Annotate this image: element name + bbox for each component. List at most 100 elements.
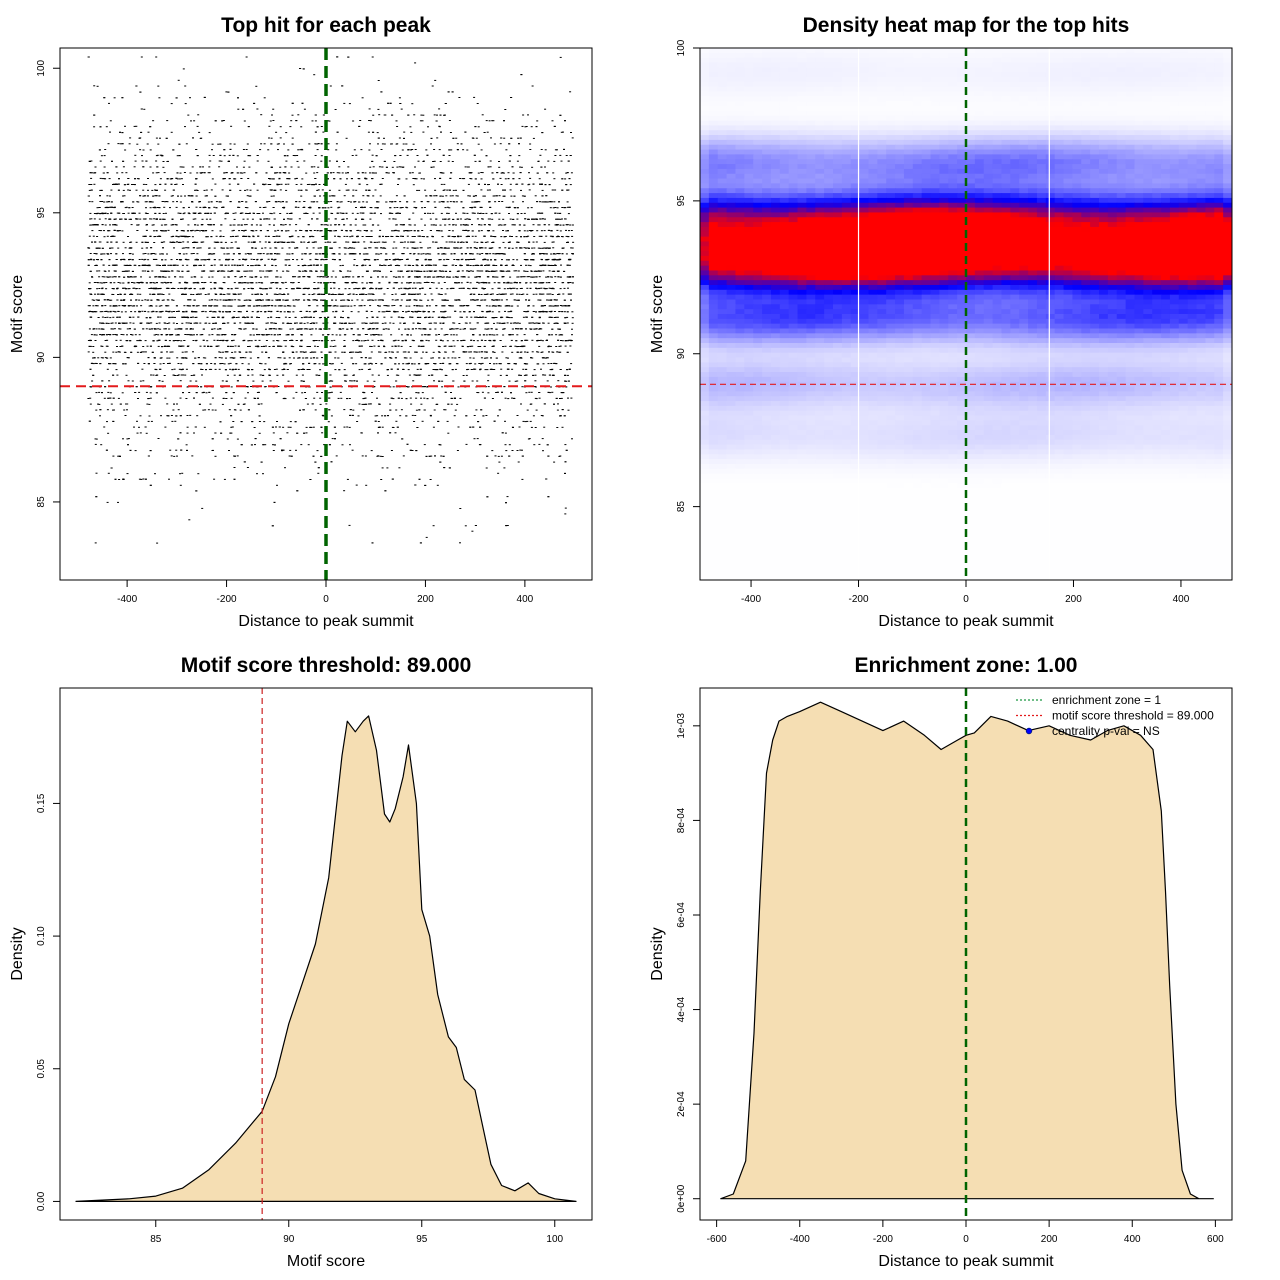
data-point (335, 455, 338, 457)
data-point (517, 461, 520, 463)
data-point (342, 328, 345, 330)
data-point (207, 201, 210, 203)
data-point (397, 230, 400, 232)
data-point (195, 380, 198, 382)
data-point (189, 380, 192, 382)
data-point (200, 276, 203, 278)
data-point (128, 143, 131, 145)
data-point (191, 229, 194, 231)
data-point (537, 161, 540, 162)
data-point (109, 357, 112, 359)
data-point (257, 253, 260, 255)
data-point (485, 415, 488, 416)
data-point (432, 282, 435, 284)
data-point (516, 305, 519, 307)
data-point (278, 253, 281, 255)
data-point (536, 120, 539, 122)
data-point (148, 328, 151, 330)
data-point (370, 334, 373, 336)
data-point (546, 380, 549, 382)
data-point (401, 241, 404, 243)
data-point (481, 253, 484, 254)
data-point (170, 259, 173, 261)
data-point (236, 264, 239, 266)
data-point (227, 363, 230, 365)
data-point (501, 259, 503, 261)
data-point (555, 334, 558, 336)
data-point (91, 172, 94, 174)
data-point (570, 363, 573, 365)
data-point (526, 230, 529, 232)
data-point (123, 409, 126, 411)
data-point (226, 322, 229, 324)
data-point (515, 270, 518, 272)
data-point (198, 264, 201, 266)
data-point (532, 322, 535, 324)
data-point (522, 420, 525, 422)
data-point (109, 131, 111, 133)
data-point (436, 276, 438, 278)
data-point (208, 172, 211, 174)
data-point (273, 241, 276, 243)
data-point (552, 207, 555, 209)
data-point (137, 398, 139, 399)
data-point (334, 369, 337, 371)
data-point (488, 340, 491, 341)
data-point (88, 201, 91, 203)
data-point (453, 201, 456, 203)
data-point (143, 259, 146, 261)
data-point (369, 172, 371, 174)
data-point (168, 311, 171, 313)
data-point (372, 299, 375, 301)
data-point (282, 299, 285, 301)
data-point (441, 369, 443, 371)
data-point (320, 270, 323, 272)
data-point (459, 235, 462, 237)
data-point (304, 357, 307, 359)
data-point (177, 374, 180, 376)
data-point (279, 201, 282, 203)
data-point (163, 241, 166, 243)
data-point (179, 484, 182, 486)
data-point (533, 369, 536, 371)
data-point (534, 427, 537, 428)
data-point (315, 328, 317, 330)
data-point (426, 212, 429, 214)
data-point (483, 293, 486, 295)
data-point (213, 478, 216, 480)
data-point (117, 455, 120, 457)
data-point (255, 264, 258, 266)
data-point (158, 322, 161, 324)
data-point (392, 398, 395, 400)
data-point (163, 224, 166, 226)
data-point (484, 241, 487, 243)
data-point (352, 189, 355, 191)
data-point (402, 363, 405, 365)
data-point (396, 126, 399, 127)
data-point (151, 224, 154, 226)
data-point (397, 270, 400, 272)
data-point (142, 380, 145, 382)
data-point (428, 322, 431, 324)
data-point (99, 189, 102, 191)
data-point (541, 201, 544, 203)
data-point (305, 432, 308, 434)
data-point (547, 201, 550, 203)
data-point (463, 311, 465, 313)
data-point (125, 206, 128, 208)
data-point (363, 241, 366, 243)
data-point (277, 229, 280, 231)
data-point (217, 345, 220, 347)
data-point (457, 386, 460, 388)
data-point (186, 426, 189, 428)
data-point (122, 241, 125, 243)
data-point (95, 305, 98, 307)
data-point (389, 201, 392, 203)
data-point (341, 218, 344, 220)
data-point (491, 398, 494, 399)
data-point (401, 149, 404, 151)
data-point (516, 380, 519, 382)
data-point (367, 299, 370, 301)
data-point (300, 241, 303, 243)
data-point (264, 241, 267, 243)
